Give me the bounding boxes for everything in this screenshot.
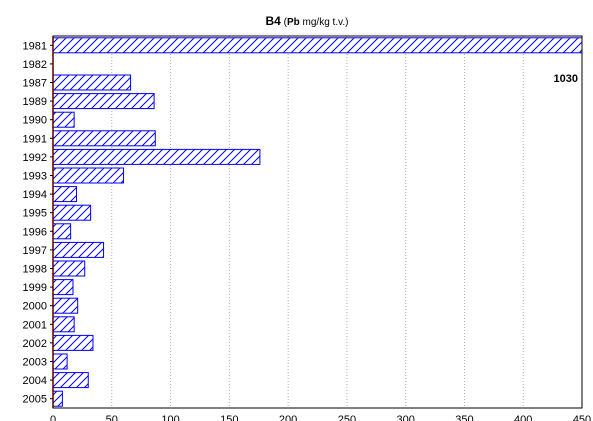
x-tick-label: 100	[161, 414, 179, 421]
y-tick-label: 2002	[23, 338, 47, 350]
title-open: (	[281, 17, 288, 28]
y-tick-label: 2000	[23, 301, 47, 313]
y-tick-label: 1990	[23, 115, 47, 127]
bar-1996	[52, 223, 72, 240]
x-tick-label: 250	[338, 414, 356, 421]
y-tick-label: 1995	[23, 208, 47, 220]
y-tick-label: 1987	[23, 78, 47, 90]
x-tick-label: 400	[514, 414, 532, 421]
y-tick-label: 2003	[23, 357, 47, 369]
x-tick-label: 350	[455, 414, 473, 421]
chart-title: B4 (Pb mg/kg t.v.)	[266, 14, 349, 28]
bar-2003	[52, 353, 68, 370]
y-tick-label: 1998	[23, 264, 47, 276]
bar-1981	[52, 37, 583, 54]
title-bold: B4	[266, 14, 282, 28]
y-tick-label: 1996	[23, 226, 47, 238]
y-tick-label: 1992	[23, 152, 47, 164]
y-tick-label: 1982	[23, 59, 47, 71]
y-tick-label: 2004	[23, 375, 47, 387]
bar-1999	[52, 279, 74, 296]
plot-frame	[52, 35, 583, 409]
y-tick-label: 1993	[23, 171, 47, 183]
y-tick-label: 1981	[23, 40, 47, 52]
x-tick-labels: 0 50 100 150 200 250 300 350 400 450	[50, 414, 591, 421]
y-tick-label: 1989	[23, 96, 47, 108]
y-tick-labels: 1981 1982 1987 1989 1990 1991 1992 1993 1994 1995…	[23, 40, 53, 406]
x-tick-label: 450	[573, 414, 591, 421]
x-tick-label: 0	[50, 414, 56, 421]
bar-1995	[52, 204, 92, 221]
x-tick-label: 150	[220, 414, 238, 421]
bar-2002	[52, 334, 94, 351]
bars	[52, 36, 583, 408]
y-tick-label: 2001	[23, 319, 47, 331]
bar-1994	[52, 186, 78, 203]
bar-1992	[52, 148, 261, 165]
bar-1989	[52, 93, 155, 110]
value-annotation: 1030	[554, 73, 578, 85]
y-tick-label: 1999	[23, 282, 47, 294]
bar-1993	[52, 167, 125, 184]
bar-2001	[52, 316, 75, 333]
bar-1990	[52, 111, 75, 128]
bar-1987	[52, 74, 132, 91]
title-pb: Pb	[287, 17, 300, 28]
bar-1991	[52, 130, 156, 147]
y-tick-label: 2005	[23, 394, 47, 406]
bar-2005	[52, 390, 63, 407]
x-tick-label: 50	[106, 414, 118, 421]
bar-1998	[52, 260, 86, 277]
x-tick-label: 200	[279, 414, 297, 421]
x-tick-label: 300	[396, 414, 414, 421]
bar-2000	[52, 297, 79, 314]
bar-2004	[52, 372, 89, 389]
grid-lines	[111, 36, 524, 408]
bar-1997	[52, 241, 105, 258]
title-rest: mg/kg t.v.)	[300, 17, 349, 28]
y-tick-label: 1997	[23, 245, 47, 257]
y-tick-label: 1991	[23, 133, 47, 145]
y-tick-label: 1994	[23, 189, 47, 201]
